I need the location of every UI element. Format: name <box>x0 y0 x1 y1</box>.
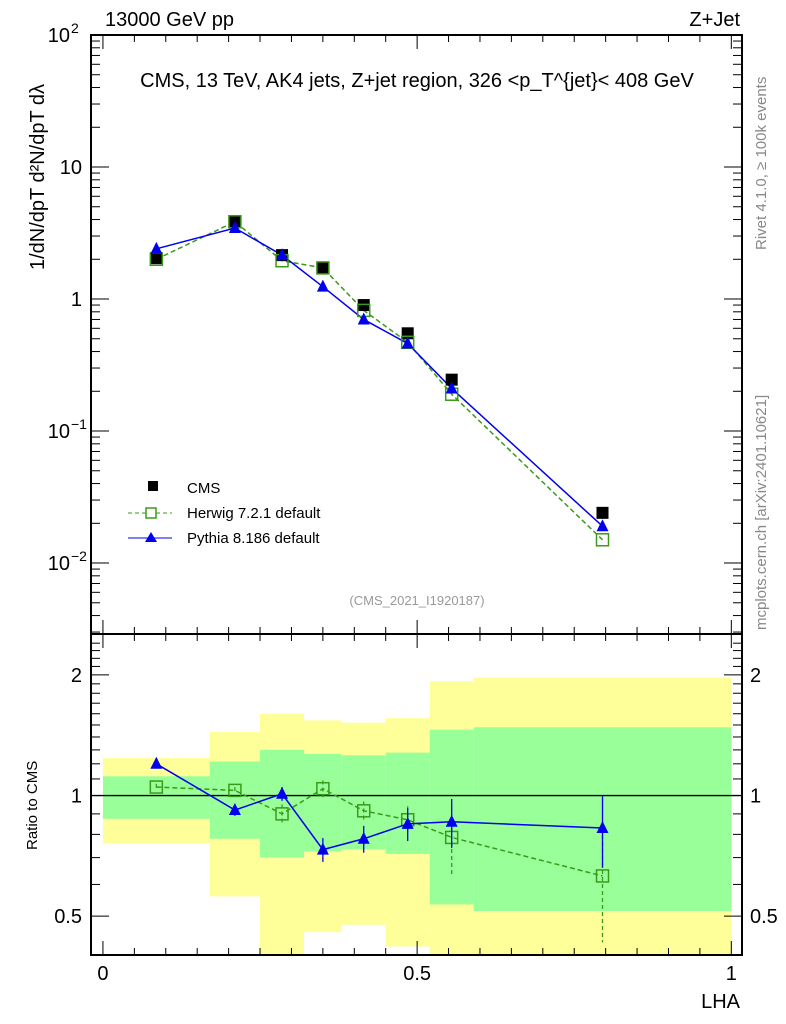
legend-herwig-marker <box>145 507 157 519</box>
header-right: Z+Jet <box>689 9 740 31</box>
y-tick-label: 10 <box>48 553 70 575</box>
herwig-point <box>595 533 610 547</box>
cms-point <box>150 252 163 265</box>
y-tick-exponent: 2 <box>71 20 79 36</box>
cms-point <box>596 506 609 519</box>
legend-cms-label: CMS <box>187 480 220 497</box>
ratio-point-herwig <box>316 781 330 796</box>
uncertainty-band-inner <box>260 749 305 858</box>
pythia-point <box>150 241 163 254</box>
ratio-y-tick-label: 2 <box>71 665 82 687</box>
ratio-point-pythia <box>357 831 370 844</box>
main-ylabel: 1/dN/dpT d²N/dpT dλ <box>27 84 49 270</box>
pythia-point <box>445 381 458 394</box>
ratio-point-pythia <box>150 756 163 769</box>
y-tick-label: 10 <box>48 25 70 47</box>
ratio-line-pythia <box>155 763 603 851</box>
pythia-point <box>401 336 414 349</box>
herwig-point <box>316 261 330 275</box>
cms-point <box>445 373 458 386</box>
ratio-y-tick-label-right: 2 <box>750 665 761 687</box>
header-left: 13000 GeV pp <box>105 9 234 31</box>
legend-pythia-label: Pythia 8.186 default <box>187 530 320 547</box>
y-tick-label: 1 <box>71 289 82 311</box>
series-line-herwig <box>156 220 604 541</box>
ratio-point-herwig <box>149 780 164 794</box>
ratio-point-herwig <box>356 804 371 818</box>
ratio-point-herwig <box>595 869 610 883</box>
legend-pythia-marker <box>145 532 157 542</box>
y-tick-exponent: −1 <box>71 416 87 432</box>
x-tick-label: 1 <box>726 963 737 985</box>
analysis-annotation: (CMS_2021_I1920187) <box>349 593 484 608</box>
x-axis-label: LHA <box>701 991 741 1013</box>
ratio-point-pythia <box>401 816 414 829</box>
legend-cms-marker <box>148 481 158 491</box>
pythia-point <box>357 312 370 325</box>
ratio-point-herwig <box>228 783 242 798</box>
y-tick-exponent: −2 <box>71 548 87 564</box>
ratio-ylabel: Ratio to CMS <box>24 761 41 850</box>
ratio-y-tick-label: 1 <box>71 786 82 808</box>
cms-point <box>316 261 329 274</box>
ratio-y-tick-label-right: 1 <box>750 786 761 808</box>
ratio-point-pythia <box>316 842 329 855</box>
legend: CMS Herwig 7.2.1 default Pythia 8.186 de… <box>128 480 321 547</box>
mcplots-label: mcplots.cern.ch [arXiv:2401.10621] <box>753 395 770 630</box>
pythia-point <box>276 248 289 261</box>
ratio-point-pythia <box>445 814 458 827</box>
uncertainty-band-inner <box>304 753 342 852</box>
legend-herwig-label: Herwig 7.2.1 default <box>187 505 321 522</box>
ratio-line-herwig <box>156 786 603 877</box>
ratio-y-tick-label-right: 0.5 <box>750 906 778 928</box>
ratio-point-pythia <box>228 803 241 816</box>
ratio-point-pythia <box>596 820 609 833</box>
series-line-pythia <box>156 227 604 527</box>
ratio-plot-frame <box>90 633 743 956</box>
pythia-point <box>228 221 241 234</box>
ratio-point-herwig <box>275 807 289 821</box>
uncertainty-band-inner <box>102 776 210 819</box>
x-tick-label: 0 <box>97 963 108 985</box>
y-tick-label: 10 <box>60 157 82 179</box>
pythia-point <box>596 519 609 532</box>
ratio-point-pythia <box>276 786 289 799</box>
x-tick-label: 0.5 <box>403 963 431 985</box>
y-tick-label: 10 <box>48 421 70 443</box>
rivet-label: Rivet 4.1.0, ≥ 100k events <box>753 77 770 250</box>
chart-title: CMS, 13 TeV, AK4 jets, Z+jet region, 326… <box>140 70 694 92</box>
pythia-point <box>316 279 329 292</box>
ratio-y-tick-label: 0.5 <box>54 906 82 928</box>
